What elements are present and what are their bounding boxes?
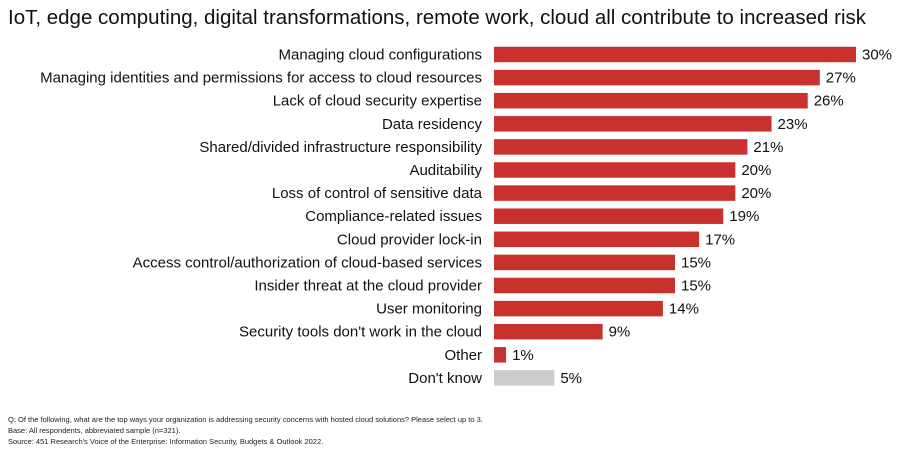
value-label: 1%: [512, 347, 534, 364]
bar: [494, 139, 748, 155]
bar: [494, 300, 663, 317]
category-label: Don't know: [408, 370, 482, 387]
bar: [494, 46, 856, 63]
footnote-base: Base: All respondents, abbreviated sampl…: [8, 426, 181, 435]
category-label: Access control/authorization of cloud-ba…: [133, 254, 482, 271]
bar: [494, 323, 603, 340]
value-label: 9%: [609, 324, 631, 341]
footnote-question: Q: Of the following, what are the top wa…: [8, 415, 483, 424]
category-label: User monitoring: [376, 301, 482, 318]
value-label: 30%: [862, 47, 892, 64]
bar: [494, 231, 700, 248]
category-label: Managing identities and permissions for …: [40, 70, 482, 87]
category-label: Security tools don't work in the cloud: [239, 324, 482, 341]
bar: [494, 347, 507, 363]
bar: [494, 208, 724, 224]
footnote-source: Source: 451 Research's Voice of the Ente…: [8, 437, 324, 446]
value-label: 21%: [753, 139, 783, 156]
category-label: Loss of control of sensitive data: [272, 185, 483, 202]
category-label: Lack of cloud security expertise: [273, 93, 482, 110]
category-label: Managing cloud configurations: [279, 47, 482, 64]
chart-title: IoT, edge computing, digital transformat…: [8, 6, 866, 29]
bar: [494, 277, 675, 294]
category-label: Data residency: [382, 116, 483, 133]
category-label: Auditability: [409, 162, 482, 179]
value-label: 17%: [705, 231, 735, 248]
bar: [494, 185, 736, 201]
value-label: 20%: [741, 185, 771, 202]
bar: [494, 69, 820, 86]
category-label: Other: [444, 347, 482, 364]
category-label: Cloud provider lock-in: [337, 231, 482, 248]
value-label: 27%: [826, 70, 856, 87]
bar-chart: Managing cloud configurations 30% Managing…: [40, 46, 892, 387]
value-label: 20%: [741, 162, 771, 179]
category-label: Insider threat at the cloud provider: [254, 278, 482, 295]
bar: [494, 370, 555, 386]
bar: [494, 116, 772, 132]
bar: [494, 254, 675, 271]
value-label: 19%: [729, 208, 759, 225]
bar: [494, 162, 736, 178]
footnotes: Q: Of the following, what are the top wa…: [8, 414, 483, 447]
value-label: 5%: [560, 370, 582, 387]
category-label: Shared/divided infrastructure responsibi…: [199, 139, 482, 156]
value-label: 15%: [681, 254, 711, 271]
bar: [494, 92, 808, 109]
value-label: 23%: [778, 116, 808, 133]
value-label: 26%: [814, 93, 844, 110]
category-label: Compliance-related issues: [305, 208, 482, 225]
value-label: 14%: [669, 301, 699, 318]
value-label: 15%: [681, 278, 711, 295]
